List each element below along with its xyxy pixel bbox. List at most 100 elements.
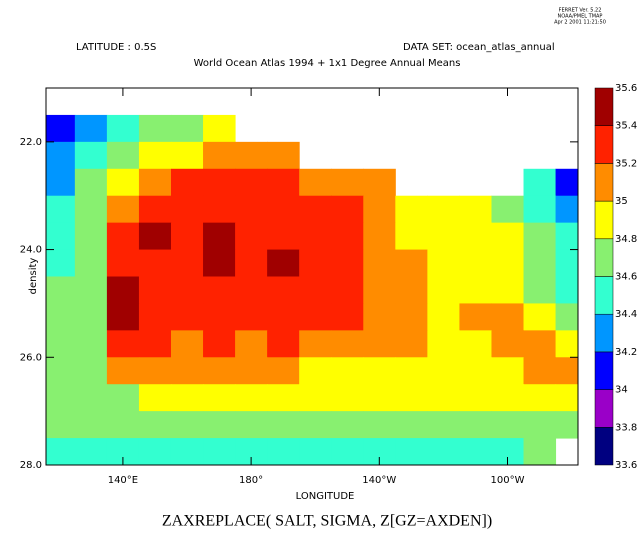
contour-cell	[299, 222, 332, 251]
contour-cell	[74, 114, 108, 143]
x-tick-label: 100°W	[491, 475, 525, 486]
contour-cell	[235, 357, 268, 385]
contour-cell	[203, 438, 236, 465]
contour-cell	[395, 222, 428, 251]
contour-cell	[74, 222, 108, 251]
contour-cell	[427, 438, 460, 465]
x-tick-label: 140°W	[362, 475, 396, 486]
contour-cell	[555, 168, 578, 197]
contour-cell	[74, 384, 108, 412]
contour-cell	[459, 303, 492, 331]
contour-cell	[106, 411, 140, 439]
contour-cell	[331, 384, 364, 412]
contour-cell	[427, 330, 460, 358]
contour-cell	[555, 411, 578, 439]
contour-cell	[523, 303, 557, 331]
contour-cell	[299, 276, 332, 304]
contour-cell	[363, 357, 396, 385]
contour-cell	[299, 168, 332, 197]
contour-cell	[203, 114, 236, 143]
contour-cell	[491, 276, 525, 304]
contour-cell	[46, 114, 76, 143]
chart-title: World Ocean Atlas 1994 + 1x1 Degree Annu…	[194, 58, 461, 69]
contour-cell	[523, 357, 557, 385]
contour-cell	[267, 303, 300, 331]
colorbar-swatch	[594, 87, 614, 126]
contour-cell	[427, 303, 460, 331]
contour-cell	[299, 411, 332, 439]
contour-cell	[106, 168, 140, 197]
contour-cell	[235, 303, 268, 331]
contour-cell	[170, 384, 204, 412]
contour-cell	[299, 357, 332, 385]
contour-cell	[267, 249, 300, 277]
contour-cell	[427, 249, 460, 277]
colorbar-swatch	[594, 163, 614, 202]
contour-cell	[523, 195, 557, 224]
contour-cell	[459, 276, 492, 304]
contour-cell	[523, 222, 557, 251]
contour-cell	[106, 357, 140, 385]
contour-cell	[267, 330, 300, 358]
colorbar-label: 34.4	[615, 309, 637, 320]
contour-cell	[138, 141, 172, 170]
contour-cell	[427, 411, 460, 439]
contour-cell	[523, 249, 557, 277]
contour-cell	[138, 384, 172, 412]
contour-cell	[299, 438, 332, 465]
contour-cell	[46, 357, 76, 385]
contour-cell	[427, 276, 460, 304]
colorbar-label: 34.2	[615, 347, 637, 358]
contour-cell	[203, 384, 236, 412]
colorbar-label: 35	[615, 196, 628, 207]
colorbar-label: 34	[615, 385, 628, 396]
contour-cell	[523, 384, 557, 412]
contour-cell	[235, 168, 268, 197]
contour-cell	[74, 168, 108, 197]
contour-cell	[555, 330, 578, 358]
plot-frame	[45, 87, 579, 466]
contour-cell	[459, 411, 492, 439]
contour-cell	[459, 222, 492, 251]
contour-cell	[170, 357, 204, 385]
contour-cell	[363, 330, 396, 358]
contour-cell	[267, 438, 300, 465]
contour-cell	[331, 276, 364, 304]
y-tick-label: 26.0	[20, 352, 42, 363]
contour-field	[46, 114, 578, 465]
contour-cell	[170, 330, 204, 358]
contour-cell	[523, 438, 557, 465]
contour-cell	[427, 222, 460, 251]
contour-cell	[170, 411, 204, 439]
contour-cell	[555, 222, 578, 251]
contour-cell	[331, 357, 364, 385]
contour-cell	[203, 141, 236, 170]
contour-cell	[395, 357, 428, 385]
contour-cell	[523, 330, 557, 358]
contour-cell	[395, 438, 428, 465]
contour-cell	[363, 276, 396, 304]
caption: ZAXREPLACE( SALT, SIGMA, Z[GZ=AXDEN])	[162, 513, 492, 530]
stamp-line: FERRET Ver. 5.22	[559, 8, 602, 14]
contour-cell	[46, 438, 76, 465]
contour-cell	[267, 168, 300, 197]
contour-cell	[106, 303, 140, 331]
contour-cell	[331, 303, 364, 331]
contour-cell	[363, 384, 396, 412]
contour-cell	[555, 303, 578, 331]
contour-cell	[267, 141, 300, 170]
contour-cell	[138, 114, 172, 143]
contour-cell	[203, 330, 236, 358]
contour-cell	[267, 384, 300, 412]
contour-cell	[138, 411, 172, 439]
contour-cell	[363, 222, 396, 251]
colorbar-label: 33.6	[615, 460, 637, 471]
contour-cell	[395, 330, 428, 358]
contour-cell	[459, 330, 492, 358]
contour-cell	[138, 168, 172, 197]
stamp-line: Apr 2 2001 11:21:50	[554, 20, 606, 26]
contour-cell	[74, 357, 108, 385]
contour-cell	[203, 168, 236, 197]
contour-cell	[170, 195, 204, 224]
contour-cell	[555, 276, 578, 304]
